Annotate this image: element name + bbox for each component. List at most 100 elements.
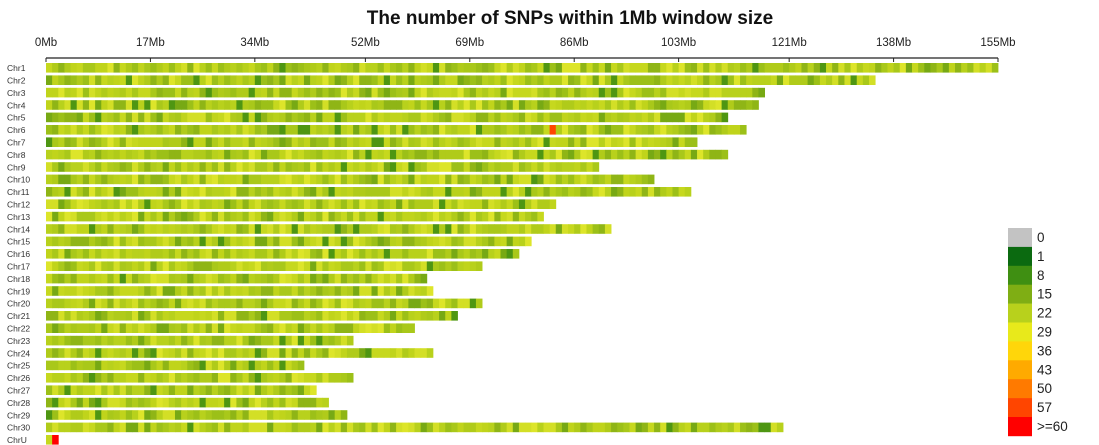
- snp-window: [58, 397, 65, 408]
- snp-window: [260, 174, 268, 185]
- snp-window: [408, 323, 415, 333]
- snp-window: [482, 224, 489, 234]
- snp-window: [561, 187, 569, 197]
- snp-window: [144, 261, 151, 271]
- snp-window: [58, 199, 65, 209]
- snp-window: [586, 422, 594, 433]
- snp-window: [260, 397, 268, 408]
- snp-window: [359, 162, 366, 172]
- snp-window: [414, 162, 422, 172]
- snp-window: [426, 211, 434, 222]
- snp-window: [346, 211, 354, 222]
- snp-window: [64, 261, 71, 271]
- snp-window: [426, 249, 434, 259]
- snp-window: [365, 348, 372, 358]
- snp-window: [156, 323, 164, 333]
- snp-window: [187, 397, 194, 408]
- snp-window: [666, 187, 673, 197]
- chromosome-row: Chr19: [7, 286, 434, 296]
- snp-window: [451, 75, 458, 85]
- snp-window: [236, 224, 243, 234]
- snp-window: [746, 100, 753, 110]
- snp-window: [181, 335, 188, 346]
- snp-window: [150, 187, 157, 197]
- snp-window: [52, 335, 59, 346]
- snp-window: [328, 298, 336, 309]
- snp-window: [168, 112, 176, 123]
- snp-window: [82, 360, 90, 371]
- snp-window: [230, 174, 237, 185]
- snp-window: [260, 323, 268, 333]
- snp-window: [211, 75, 219, 85]
- snp-window: [303, 125, 311, 135]
- snp-window: [684, 125, 692, 135]
- snp-window: [52, 162, 59, 172]
- snp-window: [236, 87, 243, 98]
- snp-window: [267, 87, 274, 98]
- snp-window: [82, 410, 90, 420]
- snp-window: [291, 125, 299, 135]
- snp-window: [893, 63, 901, 73]
- snp-window: [168, 373, 176, 383]
- snp-window: [285, 149, 293, 160]
- snp-window: [303, 87, 311, 98]
- snp-window: [150, 422, 157, 433]
- snp-window: [365, 187, 372, 197]
- snp-window: [654, 422, 661, 433]
- legend-swatch: [1008, 379, 1032, 399]
- snp-window: [592, 112, 600, 123]
- snp-window: [101, 187, 108, 197]
- snp-window: [138, 286, 145, 296]
- snp-window: [88, 286, 96, 296]
- snp-window: [512, 162, 520, 172]
- snp-window: [70, 137, 78, 147]
- snp-window: [641, 422, 649, 433]
- snp-window: [52, 261, 59, 271]
- snp-window: [451, 137, 458, 147]
- snp-window: [432, 100, 440, 110]
- snp-window: [199, 385, 207, 395]
- snp-window: [291, 261, 299, 271]
- snp-window: [353, 174, 360, 185]
- snp-window: [267, 385, 274, 395]
- snp-window: [217, 199, 225, 209]
- snp-window: [150, 348, 157, 358]
- snp-window: [371, 149, 379, 160]
- snp-window: [310, 112, 317, 123]
- snp-window: [119, 75, 127, 85]
- snp-window: [389, 224, 397, 234]
- snp-window: [76, 63, 84, 73]
- snp-window: [162, 63, 170, 73]
- snp-window: [690, 137, 698, 147]
- snp-window: [654, 75, 661, 85]
- snp-window: [629, 422, 637, 433]
- snp-window: [224, 273, 231, 284]
- snp-window: [426, 261, 434, 271]
- snp-window: [119, 224, 127, 234]
- snp-window: [168, 100, 176, 110]
- snp-window: [193, 261, 200, 271]
- snp-window: [574, 100, 581, 110]
- snp-window: [205, 63, 213, 73]
- snp-window: [740, 125, 747, 135]
- snp-window: [230, 273, 237, 284]
- snp-window: [426, 63, 434, 73]
- snp-window: [377, 298, 385, 309]
- snp-window: [303, 348, 311, 358]
- snp-window: [88, 323, 96, 333]
- snp-window: [199, 348, 207, 358]
- snp-window: [95, 187, 102, 197]
- snp-window: [205, 211, 213, 222]
- chromosome-row: ChrU: [7, 435, 59, 445]
- snp-window: [402, 236, 409, 247]
- snp-window: [328, 273, 336, 284]
- snp-window: [973, 63, 980, 73]
- snp-window: [359, 273, 366, 284]
- snp-window: [82, 385, 90, 395]
- snp-window: [586, 224, 594, 234]
- snp-window: [58, 286, 65, 296]
- snp-window: [95, 125, 102, 135]
- snp-window: [377, 75, 385, 85]
- snp-window: [144, 137, 151, 147]
- snp-window: [402, 63, 409, 73]
